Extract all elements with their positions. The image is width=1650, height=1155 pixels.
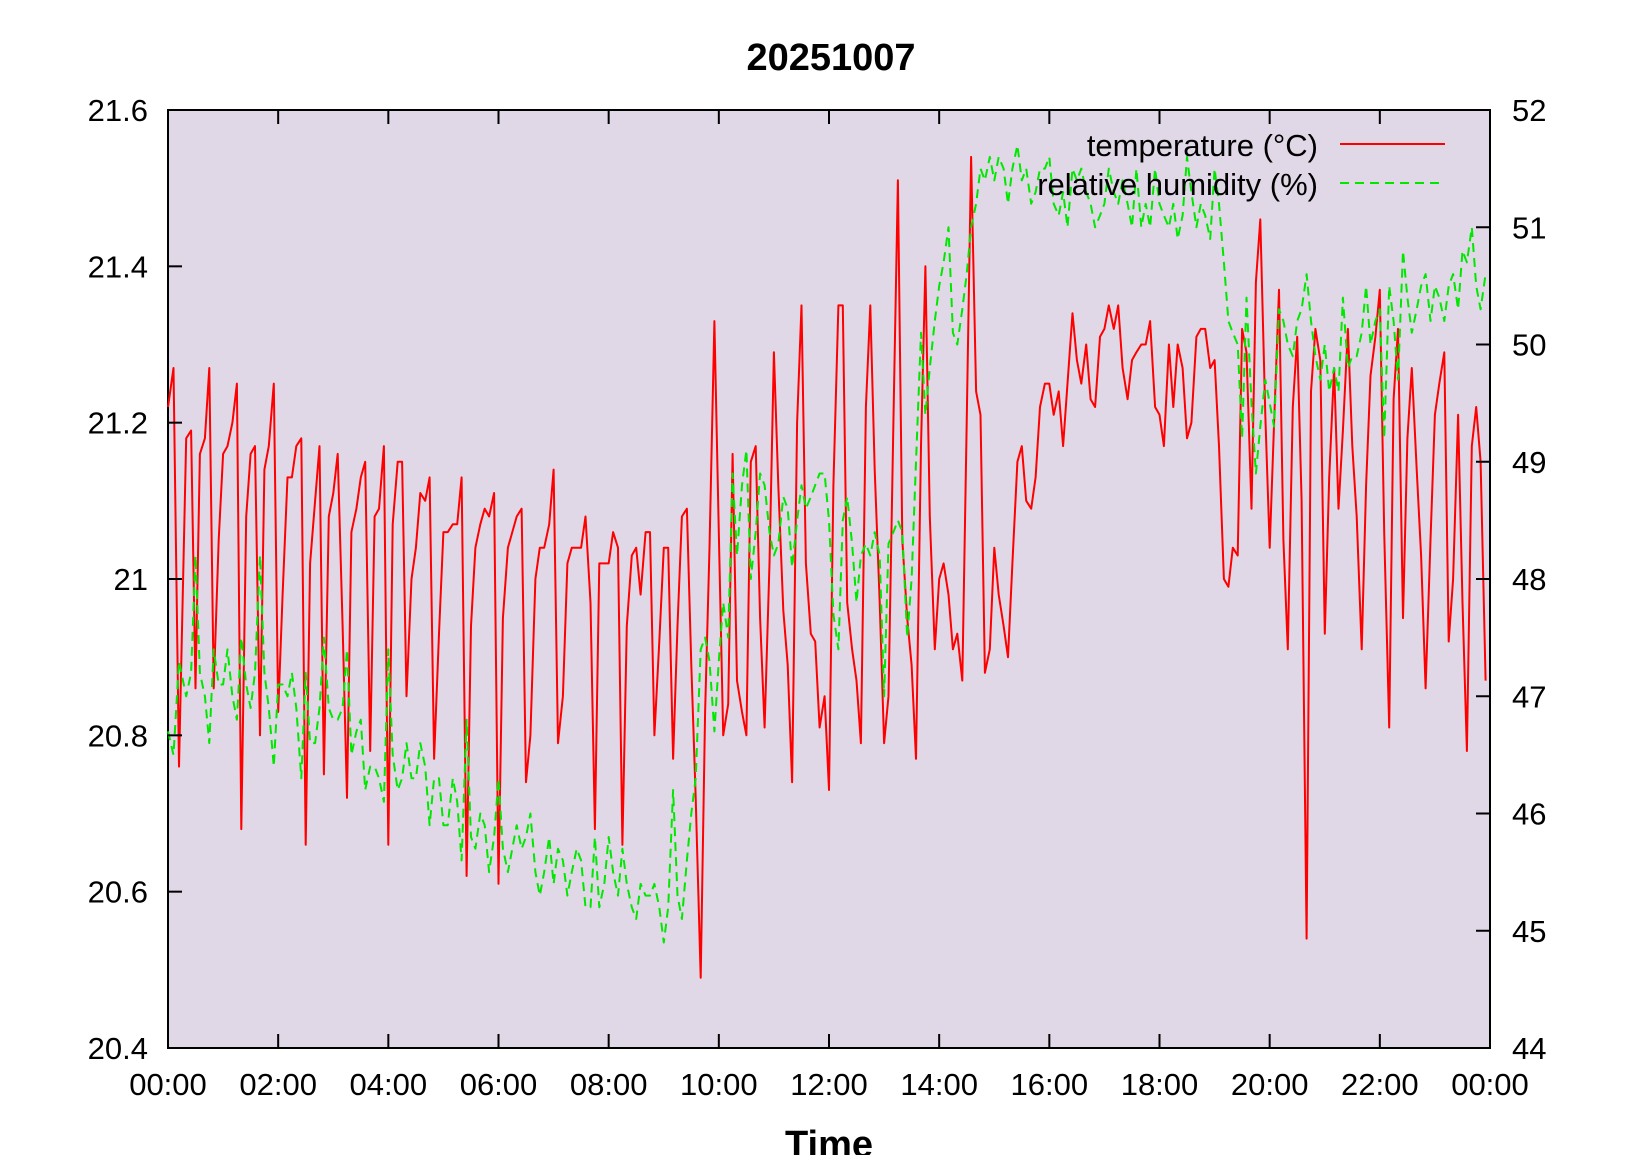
chart-title: 20251007 [746,37,915,79]
x-tick-label: 18:00 [1121,1067,1199,1102]
y-tick-label: 20.4 [88,1031,148,1066]
legend-label-humidity: relative humidity (%) [1037,167,1318,202]
x-tick-label: 12:00 [790,1067,868,1102]
y2-tick-label: 45 [1512,914,1546,949]
legend-label-temperature: temperature (°C) [1087,128,1318,163]
x-tick-label: 20:00 [1231,1067,1309,1102]
legend: temperature (°C) relative humidity (%) [1037,128,1445,202]
x-tick-label: 02:00 [239,1067,317,1102]
y-tick-label: 21.4 [88,249,148,284]
x-tick-label: 06:00 [460,1067,538,1102]
y2-tick-label: 47 [1512,679,1546,714]
y-tick-label: 21 [114,562,148,597]
x-tick-label: 00:00 [129,1067,207,1102]
y2-tick-label: 44 [1512,1031,1546,1066]
y2-tick-label: 50 [1512,328,1546,363]
y2-tick-label: 49 [1512,445,1546,480]
x-tick-label: 04:00 [350,1067,428,1102]
series-layer [167,144,1487,979]
x-tick-label: 10:00 [680,1067,758,1102]
y2-tick-label: 52 [1512,93,1546,128]
y2-tick-label: 46 [1512,797,1546,832]
x-axis-label: Time [785,1124,873,1155]
temperature-line [167,155,1487,979]
x-tick-label: 22:00 [1341,1067,1419,1102]
plot-area [167,109,1491,1049]
y2-tick-label: 48 [1512,562,1546,597]
x-tick-label: 08:00 [570,1067,648,1102]
y-tick-label: 20.6 [88,875,148,910]
y-tick-label: 21.2 [88,406,148,441]
humidity-line [167,144,1487,944]
x-tick-label: 16:00 [1011,1067,1089,1102]
x-tick-label: 00:00 [1451,1067,1529,1102]
ticks-layer: 00:00 02:00 04:00 06:00 08:00 10:00 12:00 14:00… [88,93,1547,1102]
y-tick-label: 20.8 [88,718,148,753]
y2-tick-label: 51 [1512,210,1546,245]
x-tick-label: 14:00 [900,1067,978,1102]
y-tick-label: 21.6 [88,93,148,128]
